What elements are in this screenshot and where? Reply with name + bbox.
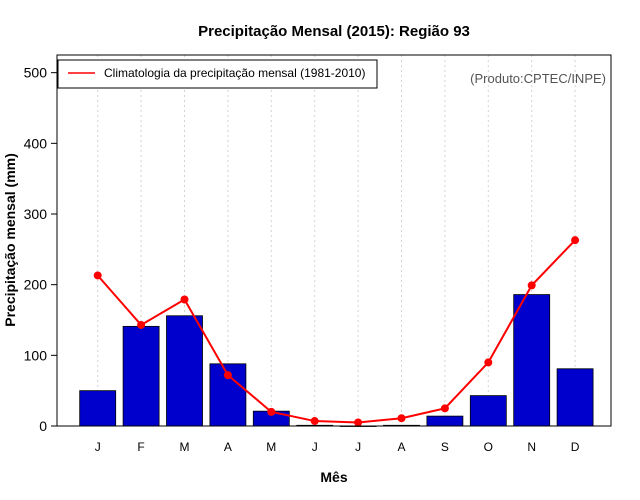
- x-tick-label: M: [266, 440, 276, 454]
- product-credit: (Produto:CPTEC/INPE): [470, 71, 606, 86]
- y-tick-label: 500: [24, 65, 48, 81]
- x-tick-label: A: [224, 440, 232, 454]
- bar: [513, 294, 551, 427]
- y-tick-label: 200: [24, 277, 48, 293]
- x-tick-label: J: [95, 440, 101, 454]
- climatology-point: [310, 417, 319, 426]
- climatology-point: [137, 320, 146, 329]
- climatology-line: [96, 239, 576, 424]
- y-tick-label: 100: [24, 347, 48, 363]
- climatology-point: [354, 418, 363, 427]
- climatology-point: [180, 295, 189, 304]
- legend-box: [57, 59, 378, 89]
- x-tick-label: S: [441, 440, 449, 454]
- x-tick-label: J: [312, 440, 318, 454]
- x-tick-label: J: [355, 440, 361, 454]
- x-tick-label: A: [397, 440, 405, 454]
- bar: [166, 315, 203, 427]
- grid-lines: [97, 55, 576, 426]
- bar: [426, 415, 464, 427]
- x-axis-title: Mês: [320, 469, 347, 485]
- legend-label: Climatologia da precipitação mensal (198…: [104, 66, 365, 80]
- x-tick-label: M: [180, 440, 190, 454]
- bar-series: [79, 294, 594, 427]
- bar: [122, 325, 160, 427]
- bar: [469, 395, 507, 427]
- climatology-point: [484, 358, 493, 367]
- x-tick-label: D: [571, 440, 580, 454]
- y-tick-label: 300: [24, 206, 48, 222]
- climatology-point: [440, 404, 449, 413]
- climatology-series: [93, 236, 580, 427]
- chart-title: Precipitação Mensal (2015): Região 93: [198, 23, 470, 40]
- x-tick-label: O: [484, 440, 493, 454]
- climatology-point: [223, 371, 232, 380]
- y-tick-label: 400: [24, 135, 48, 151]
- bar: [209, 363, 247, 427]
- bar: [556, 368, 594, 427]
- x-tick-label: N: [527, 440, 536, 454]
- climatology-point: [93, 271, 102, 280]
- bar: [79, 390, 117, 427]
- plot-frame: [56, 54, 612, 427]
- climatology-point: [397, 414, 406, 423]
- climatology-point: [267, 407, 276, 416]
- climatology-point: [527, 281, 536, 290]
- legend: Climatologia da precipitação mensal (198…: [57, 59, 378, 89]
- x-tick-label: F: [137, 440, 144, 454]
- y-axis-title: Precipitação mensal (mm): [2, 153, 18, 327]
- y-axis: 0 100 200 300 400 500: [24, 65, 57, 434]
- y-tick-label: 0: [39, 418, 47, 434]
- climatology-point: [571, 236, 580, 245]
